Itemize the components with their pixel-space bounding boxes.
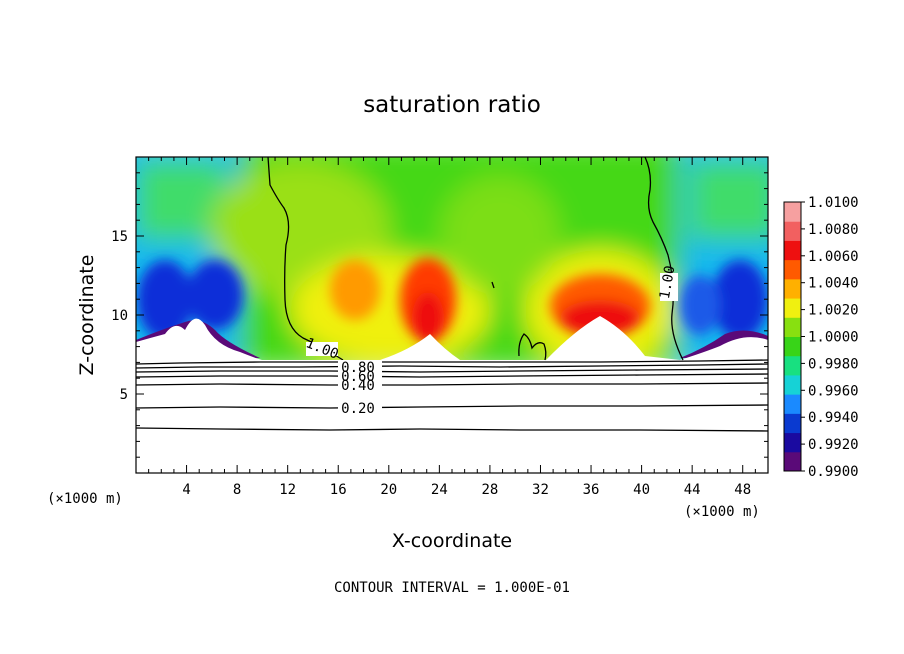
contour-labels: 1.00 1.00 0.80 0.60 0.40 0.20 <box>303 264 678 417</box>
colorbar-swatch <box>784 355 801 376</box>
colorbar-label: 1.0000 <box>808 330 859 346</box>
colorbar-label: 1.0100 <box>808 195 859 211</box>
y-tick-label: 10 <box>111 308 128 324</box>
colorbar-swatch <box>784 413 801 434</box>
colorbar-label: 1.0020 <box>808 303 859 319</box>
x-tick-label: 28 <box>481 482 498 498</box>
colorbar-swatch <box>784 374 801 395</box>
contour-label: 0.60 <box>341 369 375 385</box>
colorbar-label: 0.9940 <box>808 410 859 426</box>
colorbar-label: 1.0080 <box>808 222 859 238</box>
colorbar-label: 1.0060 <box>808 249 859 265</box>
contour-interval-note: CONTOUR INTERVAL = 1.000E-01 <box>334 580 570 596</box>
colorbar-swatch <box>784 317 801 337</box>
x-tick-label: 12 <box>279 482 296 498</box>
plot-area <box>136 157 768 473</box>
contour-label-masks <box>306 273 678 415</box>
colorbar-label: 0.9900 <box>808 464 859 480</box>
colorbar-swatch <box>784 240 801 261</box>
x-unit-label-right: (×1000 m) <box>684 504 760 520</box>
x-tick-label: 4 <box>182 482 190 498</box>
x-axis-label: X-coordinate <box>392 530 512 552</box>
x-tick-label: 40 <box>633 482 650 498</box>
contour-label: 1.00 <box>657 264 679 300</box>
colorbar-swatch <box>784 451 801 472</box>
y-axis: 5 10 15 <box>111 172 768 458</box>
chart-title: saturation ratio <box>363 92 541 118</box>
x-tick-label: 44 <box>684 482 701 498</box>
colorbar-swatch <box>784 278 801 299</box>
contour-lines <box>136 157 768 432</box>
x-axis: 4 8 12 16 20 24 28 32 36 40 44 48 <box>148 157 756 498</box>
colorbar-swatch <box>784 298 801 318</box>
x-tick-label: 24 <box>431 482 448 498</box>
colorbar-swatch <box>784 202 801 222</box>
x-tick-label: 36 <box>583 482 600 498</box>
colorbar-label: 0.9960 <box>808 383 859 399</box>
colorbar-label: 1.0040 <box>808 276 859 292</box>
x-tick-label: 48 <box>734 482 751 498</box>
x-tick-label: 16 <box>330 482 347 498</box>
saturation-field <box>136 157 768 473</box>
colorbar-label: 0.9980 <box>808 356 859 372</box>
x-tick-label: 32 <box>532 482 549 498</box>
colorbar-swatch <box>784 336 801 357</box>
x-tick-label: 20 <box>380 482 397 498</box>
x-tick-label: 8 <box>233 482 241 498</box>
contour-label: 0.80 <box>341 360 375 376</box>
y-tick-label: 5 <box>120 387 128 403</box>
colorbar-swatch <box>784 221 801 241</box>
x-unit-label-left: (×1000 m) <box>47 491 123 507</box>
colorbar-label: 0.9920 <box>808 437 859 453</box>
y-axis-label: Z-coordinate <box>76 255 98 376</box>
contour-label: 0.20 <box>341 401 375 417</box>
colorbar-swatch <box>784 432 801 453</box>
y-tick-label: 15 <box>111 229 128 245</box>
colorbar: 1.0100 1.0080 1.0060 1.0040 1.0020 1.0000 0.99… <box>783 195 859 480</box>
colorbar-swatch <box>784 259 801 280</box>
colorbar-swatch <box>784 394 801 414</box>
contour-label: 0.40 <box>341 378 375 394</box>
